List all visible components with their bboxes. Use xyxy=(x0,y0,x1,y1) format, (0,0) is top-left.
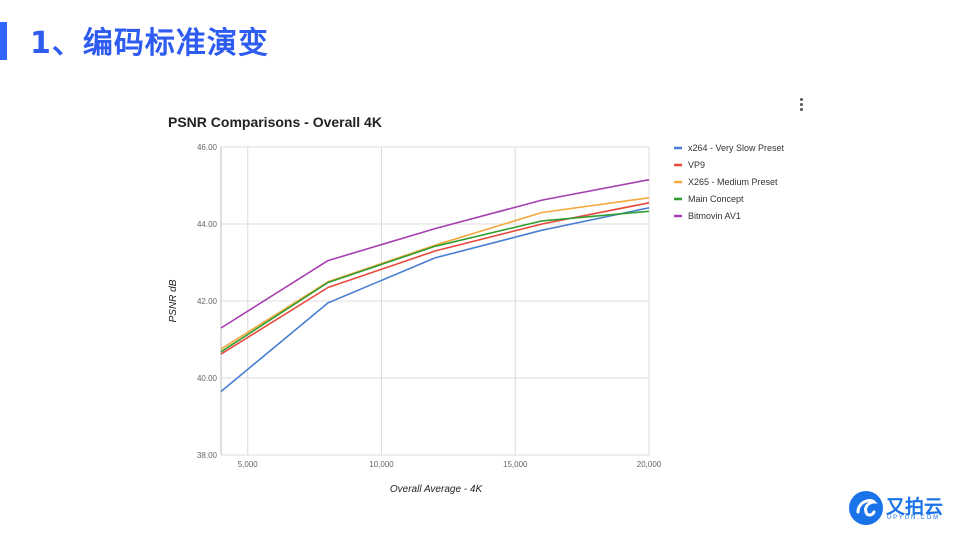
series-line-3 xyxy=(220,210,650,353)
series-line-0 xyxy=(220,207,650,393)
x-tick-label: 10,000 xyxy=(369,460,394,469)
y-tick-label: 46.00 xyxy=(197,143,218,152)
series-line-2 xyxy=(220,197,650,350)
y-axis-label: PSNR dB xyxy=(168,279,179,322)
title-accent-bar xyxy=(0,22,7,60)
legend-entry: x264 - Very Slow Preset xyxy=(688,143,785,153)
legend-entry: X265 - Medium Preset xyxy=(688,177,778,187)
x-tick-label: 20,000 xyxy=(637,460,662,469)
y-tick-label: 40.00 xyxy=(197,374,218,383)
x-tick-label: 5,000 xyxy=(238,460,259,469)
x-tick-label: 15,000 xyxy=(503,460,528,469)
upyun-logo-icon xyxy=(849,491,883,525)
logo-name: 又拍云 xyxy=(886,496,944,518)
series-line-1 xyxy=(220,202,650,355)
series-line-4 xyxy=(220,178,650,329)
upyun-logo: 又拍云 UPYUN.COM xyxy=(848,490,948,530)
y-tick-label: 44.00 xyxy=(197,220,218,229)
y-tick-label: 38.00 xyxy=(197,451,218,460)
y-tick-label: 42.00 xyxy=(197,297,218,306)
slide-title: 1、编码标准演变 xyxy=(30,26,269,61)
legend-entry: Bitmovin AV1 xyxy=(688,211,741,221)
psnr-line-chart: PSNR Comparisons - Overall 4K 38.00 40.00 4… xyxy=(168,114,785,495)
more-options-icon[interactable] xyxy=(797,97,805,113)
legend-entry: Main Concept xyxy=(688,194,744,204)
chart-title: PSNR Comparisons - Overall 4K xyxy=(168,114,382,130)
x-axis-label: Overall Average - 4K xyxy=(390,484,484,495)
logo-domain: UPYUN.COM xyxy=(887,515,940,521)
legend-entry: VP9 xyxy=(688,160,705,170)
